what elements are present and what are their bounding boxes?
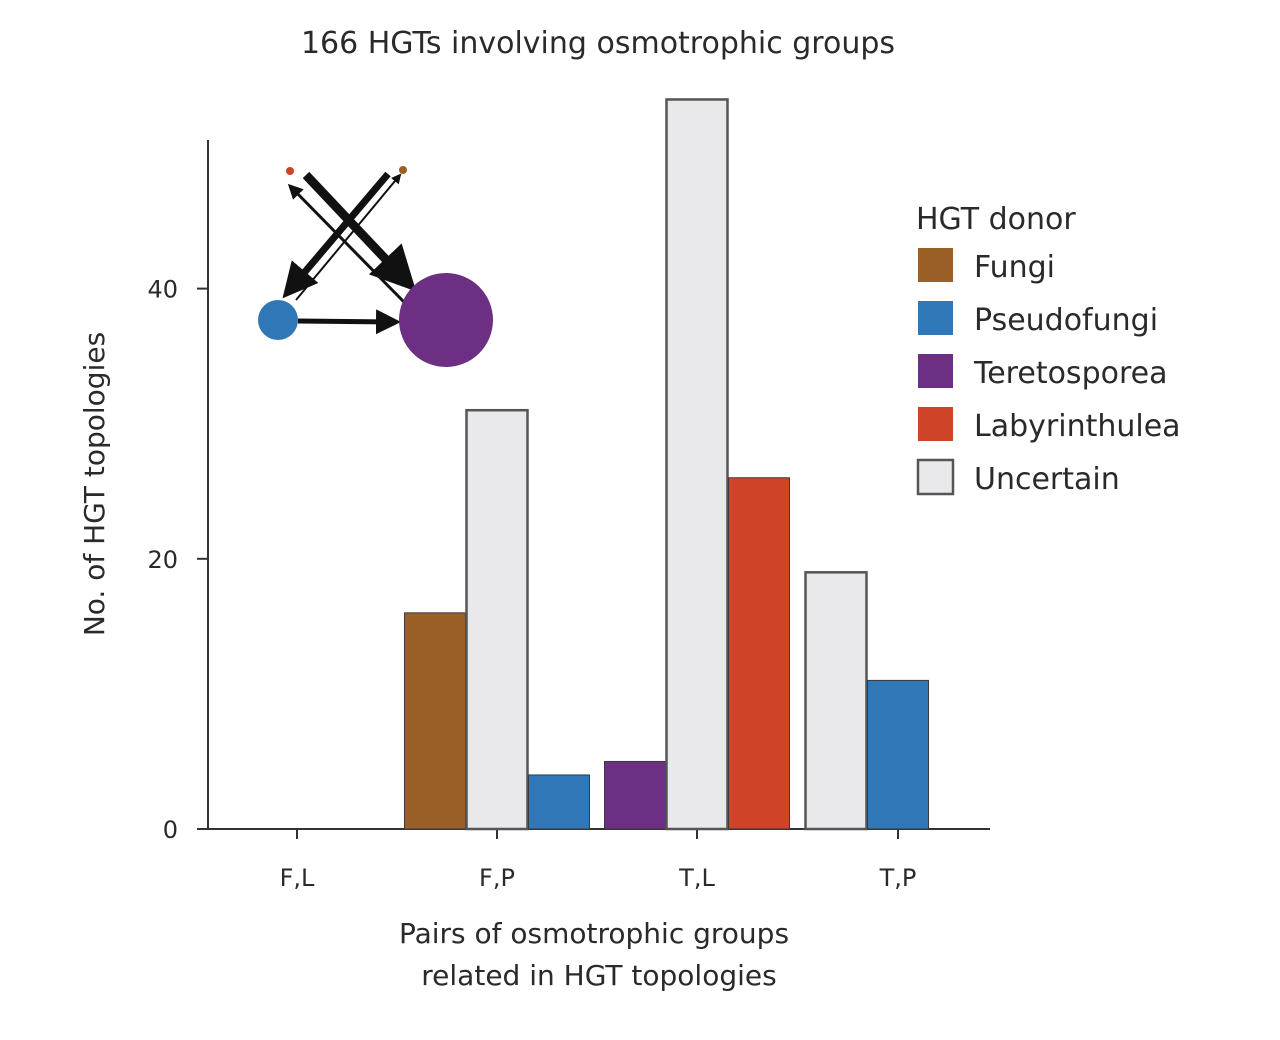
x-tick-label-f-p: F,P	[479, 864, 515, 892]
x-tick-label-t-l: T,L	[678, 864, 715, 892]
y-tick-label: 20	[147, 546, 178, 574]
node-pseudofungi	[258, 300, 298, 340]
y-axis-label: No. of HGT topologies	[78, 332, 111, 636]
legend-label-uncertain: Uncertain	[974, 462, 1120, 497]
x-ticks: F,L F,P T,L T,P	[280, 829, 917, 892]
legend-label-labyrinthulea: Labyrinthulea	[974, 409, 1181, 444]
node-fungi	[399, 166, 407, 174]
legend-title: HGT donor	[916, 202, 1076, 237]
arrow-teretosporea-to-labyrinthulea	[287, 183, 406, 304]
legend: HGT donor Fungi Pseudofungi Teretosporea La…	[916, 202, 1181, 497]
legend-swatch-pseudofungi	[918, 301, 953, 335]
x-axis-label-line-2: related in HGT topologies	[421, 959, 776, 992]
legend-label-fungi: Fungi	[974, 250, 1055, 285]
bar-t-p-uncertain	[804, 571, 868, 831]
arrow-pseudofungi-to-fungi	[295, 173, 402, 301]
y-tick-label: 40	[147, 276, 178, 304]
plot-area: 0 20 40 F,L F,P T,L T,P	[147, 98, 990, 892]
bar-t-l-teretosporea	[604, 760, 666, 830]
bar-t-p-pseudofungi	[867, 679, 929, 830]
y-ticks: 0 20 40	[147, 276, 208, 844]
bar-t-l-uncertain	[665, 98, 729, 831]
legend-label-teretosporea: Teretosporea	[973, 356, 1167, 391]
arrow-pseudofungi-to-teretosporea	[297, 309, 401, 335]
bar-f-p-uncertain	[465, 408, 529, 831]
node-labyrinthulea	[286, 167, 294, 175]
legend-swatch-uncertain	[916, 458, 955, 496]
hgt-network-inset	[258, 166, 493, 367]
legend-label-pseudofungi: Pseudofungi	[974, 303, 1158, 338]
bars	[404, 98, 929, 831]
bar-f-p-fungi	[404, 612, 466, 830]
legend-swatch-teretosporea	[918, 354, 953, 388]
y-tick-label: 0	[163, 816, 178, 844]
legend-swatch-labyrinthulea	[918, 407, 953, 441]
arrow-fungi-to-teretosporea	[302, 171, 417, 292]
bar-t-l-labyrinthulea	[728, 477, 790, 830]
bar-f-p-pseudofungi	[528, 774, 590, 830]
legend-swatch-fungi	[918, 248, 953, 282]
chart-title: 166 HGTs involving osmotrophic groups	[301, 26, 895, 61]
x-tick-label-f-l: F,L	[280, 864, 315, 892]
x-axis-label-line-1: Pairs of osmotrophic groups	[399, 917, 789, 950]
node-teretosporea	[399, 273, 493, 367]
x-tick-label-t-p: T,P	[879, 864, 917, 892]
